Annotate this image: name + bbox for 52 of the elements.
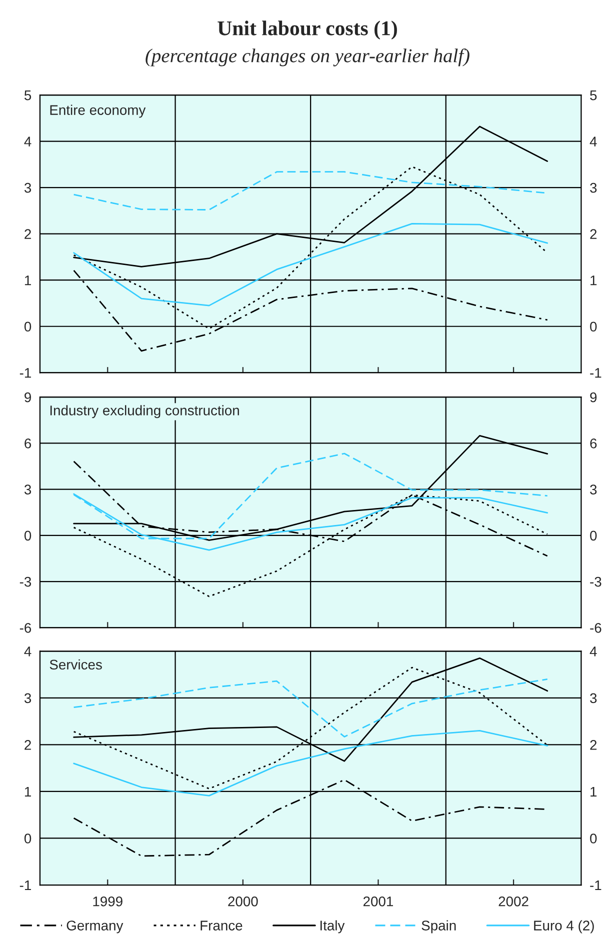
y-tick-label: 2 — [24, 740, 31, 750]
y2-tick-label: 3 — [590, 484, 597, 494]
legend-label: Italy — [320, 920, 345, 934]
x-tick-label: 2000 — [228, 896, 258, 906]
y-tick-label: -1 — [20, 368, 31, 378]
y-tick-label: 1 — [24, 276, 31, 286]
y2-tick-label: 6 — [590, 438, 597, 448]
y2-tick-label: 0 — [590, 530, 597, 541]
x-tick-label: 1999 — [93, 896, 122, 906]
y-tick-label: 3 — [24, 484, 32, 494]
y2-tick-label: -1 — [590, 368, 602, 378]
legend-label: Germany — [66, 920, 124, 934]
chart-title: Unit labour costs (1) — [218, 20, 397, 40]
x-tick-label: 2002 — [498, 896, 528, 906]
y2-tick-label: 4 — [590, 136, 597, 146]
y2-tick-label: -6 — [590, 622, 602, 633]
y-tick-label: 3 — [24, 693, 32, 704]
legend-label: Spain — [422, 920, 456, 934]
y-tick-label: 3 — [24, 182, 32, 193]
y-tick-label: 2 — [24, 229, 31, 239]
y2-tick-label: 3 — [590, 182, 597, 193]
y2-tick-label: 0 — [590, 834, 597, 844]
y2-tick-label: 1 — [590, 786, 597, 797]
y2-tick-label: 2 — [590, 229, 597, 239]
y-tick-label: -1 — [20, 880, 31, 890]
legend-label: Euro 4 (2) — [534, 920, 594, 934]
annotation: Services — [50, 659, 102, 670]
y2-tick-label: 2 — [590, 740, 597, 750]
legend-label: France — [200, 920, 242, 930]
y-tick-label: 0 — [24, 322, 32, 332]
y-tick-label: 4 — [24, 136, 32, 146]
y2-tick-label: 3 — [590, 693, 597, 704]
y2-tick-label: 5 — [590, 90, 597, 100]
chart-subtitle: (percentage changes on year-earlier half) — [146, 48, 470, 66]
y-tick-label: 0 — [24, 834, 32, 844]
y2-tick-label: 4 — [590, 646, 597, 656]
y-tick-label: 1 — [24, 786, 31, 797]
y2-tick-label: 1 — [590, 276, 597, 286]
y-tick-label: 9 — [24, 392, 31, 402]
y2-tick-label: 0 — [590, 322, 597, 332]
y2-tick-label: -1 — [590, 880, 602, 890]
y-tick-label: 5 — [24, 90, 32, 100]
annotation: Entire economy — [50, 104, 146, 118]
y-tick-label: 0 — [24, 530, 32, 541]
x-tick-label: 2001 — [363, 896, 393, 906]
y-tick-label: 6 — [24, 438, 32, 448]
y-tick-label: -6 — [20, 622, 32, 633]
y2-tick-label: -3 — [590, 576, 602, 587]
annotation: Industry excluding construction — [50, 405, 239, 418]
y-tick-label: -3 — [20, 576, 32, 587]
y-tick-label: 4 — [24, 646, 32, 656]
y2-tick-label: 9 — [590, 392, 597, 402]
